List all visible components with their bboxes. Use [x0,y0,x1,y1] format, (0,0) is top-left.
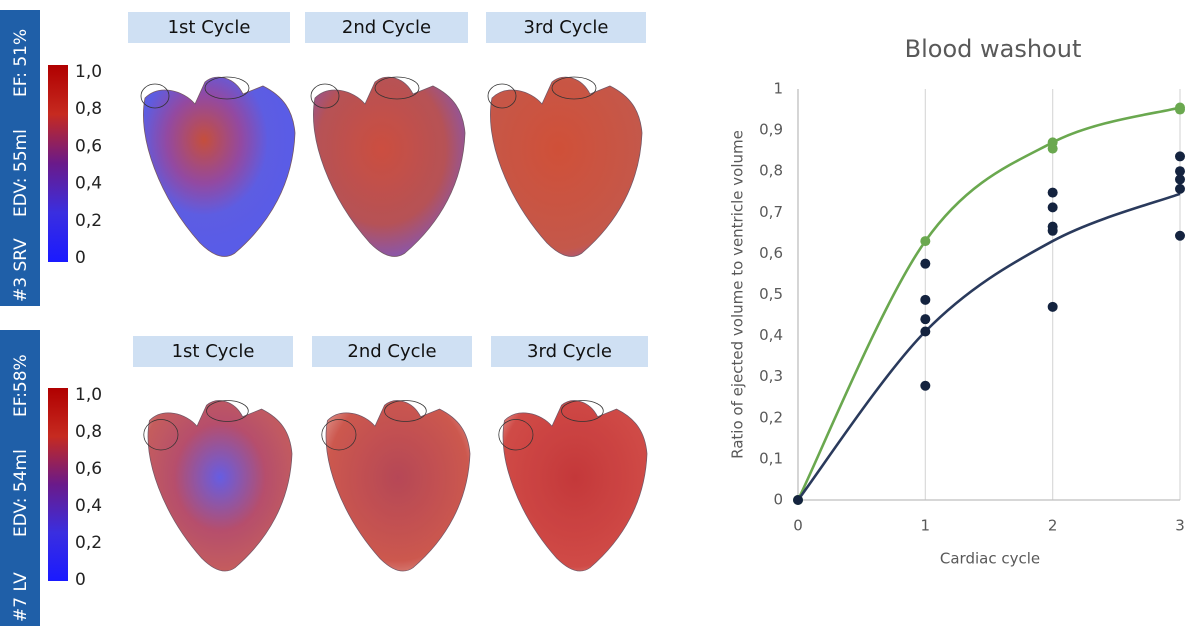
cycle-header: 1st Cycle [168,17,251,38]
y-axis-label: Ratio of ejected volume to ventricle vol… [729,130,747,459]
data-point [1175,105,1185,115]
data-point [920,381,930,391]
data-point [1048,226,1058,236]
colorbar-tick-label: 0,6 [75,459,102,479]
colorbar-tick-label: 1,0 [75,62,102,82]
cycle-header: 2nd Cycle [347,341,436,362]
colorbar-tick-label: 0 [75,570,86,590]
heart [143,77,295,256]
cycle-header: 3rd Cycle [524,17,609,38]
sidebar-label: EDV: 54ml [11,449,31,537]
heart-render [144,401,292,571]
colorbar-tick-label: 0,4 [75,496,102,516]
heart-render [322,401,470,571]
heart-render [499,401,647,571]
data-point [920,326,930,336]
colorbar-tick-label: 0,4 [75,174,102,194]
heart [490,77,642,256]
data-point [1175,151,1185,161]
heart [326,401,470,571]
colorbar-tick-label: 0,8 [75,422,102,442]
colorbar-tick-label: 0,2 [75,211,102,231]
y-tick-label: 0,4 [759,326,783,344]
data-point [1175,174,1185,184]
sidebar-label: EF: 51% [11,29,31,97]
data-point [1048,302,1058,312]
sidebar-label: #3 SRV [11,238,31,302]
cycle-header: 1st Cycle [172,341,255,362]
data-point [920,259,930,269]
y-tick-label: 1 [773,80,783,98]
colorbar-tick-label: 0 [75,248,86,268]
sidebar-text: #7 LV EDV: 54ml EF:58% [11,354,31,622]
x-tick-label: 0 [793,517,803,535]
data-point [1048,144,1058,154]
chart-title: Blood washout [905,35,1082,63]
heart [313,77,465,256]
data-point [793,495,803,505]
data-point [1175,231,1185,241]
heart-render [311,77,465,256]
colorbar-tick-label: 0,8 [75,99,102,119]
y-tick-label: 0,1 [759,449,783,467]
data-point [920,295,930,305]
colorbar-tick-label: 0,2 [75,533,102,553]
figure: #3 SRV EDV: 55ml EF: 51% 1,0 0,8 0,6 0,4 0,2 0 1s… [0,0,1189,628]
colorbar-tick-label: 1,0 [75,385,102,405]
data-point [1175,184,1185,194]
colorbar-tick-label: 0,6 [75,136,102,156]
y-tick-label: 0 [773,491,783,509]
y-tick-label: 0,9 [759,121,783,139]
cycle-header: 3rd Cycle [527,341,612,362]
heart [148,401,292,571]
colorbar [48,388,68,581]
y-tick-label: 0,2 [759,408,783,426]
data-point [920,314,930,324]
x-axis-label: Cardiac cycle [940,550,1040,568]
y-tick-label: 0,5 [759,285,783,303]
x-tick-label: 1 [921,517,931,535]
y-tick-label: 0,3 [759,367,783,385]
sidebar-text: #3 SRV EDV: 55ml EF: 51% [11,29,31,302]
y-tick-label: 0,6 [759,244,783,262]
sidebar-label: EDV: 55ml [11,129,31,217]
sidebar-label: EF:58% [11,354,31,417]
x-tick-label: 2 [1048,517,1058,535]
data-point [1048,202,1058,212]
cycle-header: 2nd Cycle [342,17,431,38]
heart-render [141,77,295,256]
colorbar [48,65,68,262]
x-tick-label: 3 [1175,517,1185,535]
heart-render [488,77,642,256]
data-point [1048,188,1058,198]
y-tick-label: 0,8 [759,162,783,180]
trend-line [798,194,1180,500]
trend-line [798,107,1180,500]
sidebar-label: #7 LV [11,572,31,622]
data-point [920,236,930,246]
y-tick-label: 0,7 [759,203,783,221]
heart [503,401,647,571]
